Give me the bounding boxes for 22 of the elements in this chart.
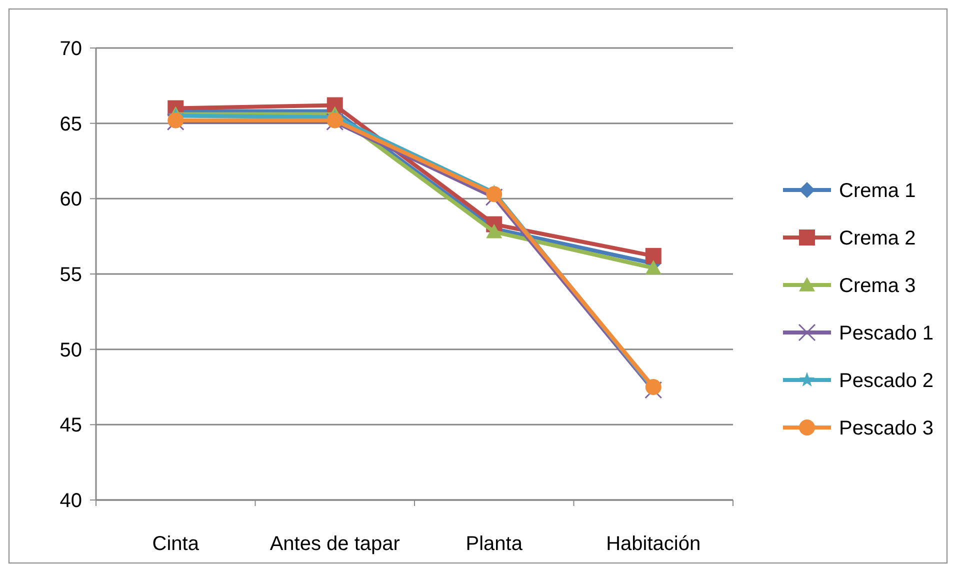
- y-tick-label: 45: [60, 414, 82, 437]
- point: [644, 381, 662, 399]
- x-tick-label: Cinta: [152, 533, 200, 555]
- y-tick-label: 60: [60, 188, 82, 211]
- x-tick-label: Planta: [466, 533, 524, 555]
- legend-label: Pescado 3: [839, 418, 934, 440]
- legend-label: Crema 1: [839, 180, 916, 202]
- y-tick-label: 40: [60, 490, 82, 512]
- x-tick-label: Antes de tapar: [270, 533, 400, 555]
- point: [645, 248, 662, 264]
- legend-label: Pescado 2: [839, 370, 934, 392]
- point: [486, 186, 502, 202]
- legend-label: Crema 2: [839, 228, 916, 250]
- y-tick-label: 50: [60, 339, 82, 362]
- x-tick-label: Habitación: [606, 533, 701, 555]
- point: [486, 224, 502, 238]
- y-tick-label: 70: [60, 38, 82, 60]
- point: [645, 260, 662, 274]
- legend-label: Pescado 1: [839, 322, 934, 344]
- y-tick-label: 65: [60, 113, 82, 136]
- legend-label: Crema 3: [839, 275, 916, 297]
- y-tick-label: 55: [60, 264, 82, 286]
